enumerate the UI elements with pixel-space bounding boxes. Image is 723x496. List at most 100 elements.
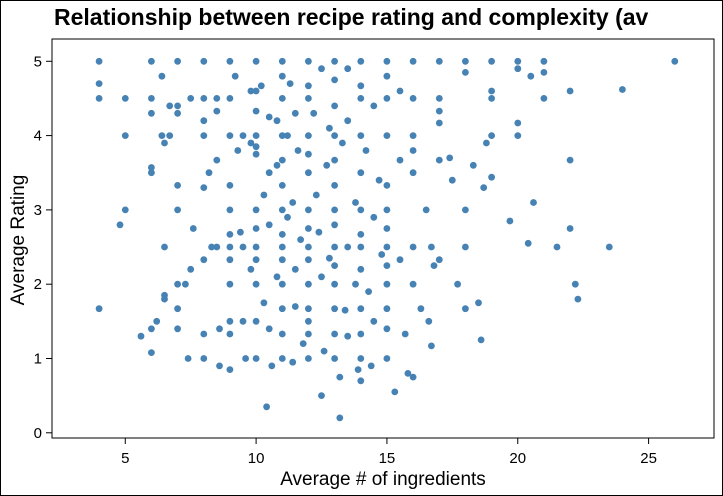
data-point [226,280,234,288]
y-tick-label: 1 [34,350,42,367]
data-point [331,156,338,164]
data-point [312,191,320,199]
data-point [514,57,522,65]
data-point [174,57,182,65]
data-point [200,57,208,65]
data-point [252,87,260,95]
data-point [331,221,338,229]
data-point [331,182,338,189]
data-point [435,156,443,164]
data-point [273,117,281,125]
data-point [326,124,333,132]
plot-border [51,38,715,439]
data-point [462,69,469,76]
data-point [226,206,234,214]
data-point [252,132,260,140]
data-point [331,330,338,338]
data-point [483,139,490,147]
data-point [341,306,349,314]
data-point [200,256,208,264]
data-point [357,330,365,338]
data-point [435,57,443,65]
data-point [574,295,582,303]
x-tick-label: 20 [509,450,526,467]
data-point [671,57,679,65]
data-point [435,95,443,102]
data-point [383,325,391,333]
data-point [174,325,182,333]
x-tick-label: 5 [121,450,129,467]
x-axis: 5 10 15 20 25 [121,438,657,467]
data-point [305,317,312,325]
data-point [396,256,404,264]
data-point [278,355,286,362]
data-point [383,280,391,288]
data-point [252,317,260,325]
data-point [480,184,488,192]
data-point [200,355,208,362]
data-point [370,102,378,110]
data-point [357,57,365,65]
data-point [121,206,129,214]
chart-title: Relationship between recipe rating and c… [54,4,649,30]
data-point [208,243,216,251]
data-point [182,280,189,288]
data-point [148,325,155,333]
data-point [278,72,286,80]
data-point [352,199,359,206]
data-point [265,221,273,229]
data-point [213,243,221,251]
data-point [291,303,299,310]
data-point [187,265,195,273]
data-point [524,239,532,247]
data-point [331,305,338,313]
data-point [435,256,443,264]
data-point [174,206,182,214]
data-point [357,82,365,90]
data-point [278,305,286,313]
data-point [383,262,391,269]
data-point [252,243,260,251]
data-point [331,280,338,288]
data-point [318,273,325,281]
data-point [260,299,268,307]
data-point [305,169,312,177]
data-point [268,362,276,370]
data-point [553,243,561,251]
data-point [488,87,495,95]
data-point [278,206,286,214]
data-point [148,169,155,177]
data-point [344,243,352,251]
data-point [174,109,182,117]
data-point [404,370,412,377]
data-point [352,280,359,288]
data-point [367,362,375,370]
data-point [265,169,273,177]
data-point [331,132,338,140]
data-point [383,95,391,102]
data-points [95,57,679,422]
data-point [566,87,574,95]
data-point [435,119,443,127]
data-point [95,95,103,102]
data-point [200,330,208,338]
data-point [336,414,344,422]
data-point [357,132,365,140]
data-point [305,280,312,288]
data-point [226,95,234,102]
data-point [331,262,338,269]
y-tick-label: 5 [34,53,42,70]
data-point [278,57,286,65]
data-point [265,113,273,121]
data-point [252,57,260,65]
data-point [174,280,182,288]
data-point [409,147,417,154]
data-point [506,217,514,225]
y-tick-label: 4 [34,128,42,145]
data-point [357,206,365,214]
data-point [331,206,338,214]
data-point [305,206,312,214]
data-point [462,57,469,65]
data-point [331,355,338,362]
